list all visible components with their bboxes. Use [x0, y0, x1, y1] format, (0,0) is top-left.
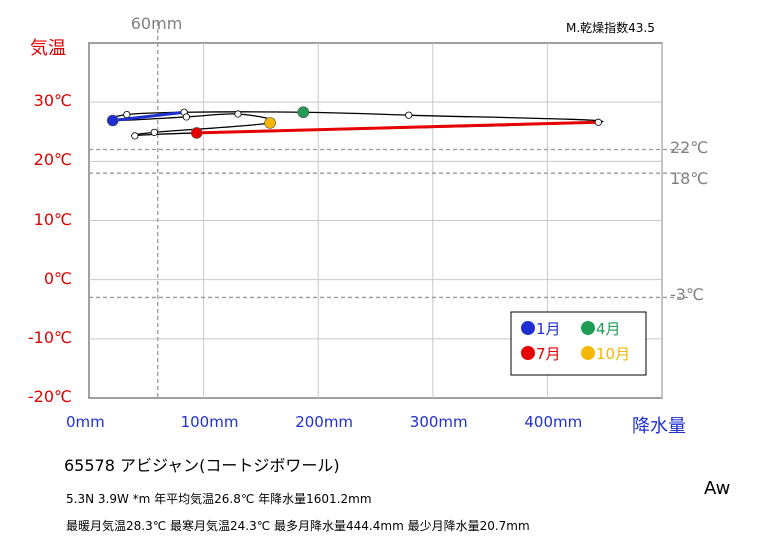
y-tick-label: 0℃	[43, 268, 72, 288]
month-point	[150, 128, 158, 136]
y-tick-label: 10℃	[33, 209, 72, 229]
ref-label-temp: 18℃	[670, 169, 709, 189]
y-tick-label: -10℃	[27, 327, 72, 347]
highlight-month-point	[106, 114, 119, 127]
legend-marker	[521, 346, 535, 360]
highlight-month-point	[297, 106, 310, 119]
ref-label-temp: 22℃	[670, 137, 709, 157]
x-tick-label: 0mm	[66, 413, 105, 431]
station-name: 65578 アビジャン(コートジボワール)	[64, 456, 340, 475]
highlight-segment	[196, 120, 599, 135]
legend-marker	[521, 321, 535, 335]
legend-label: 1月	[536, 320, 561, 338]
x-tick-label: 300mm	[409, 413, 468, 431]
highlight-segment	[112, 110, 185, 122]
y-axis-title: 気温	[30, 38, 66, 59]
dryness-index: M.乾燥指数43.5	[566, 21, 655, 35]
gridlines	[89, 43, 663, 398]
x-tick-label: 200mm	[295, 413, 354, 431]
legend	[510, 311, 647, 376]
series-paths	[108, 110, 604, 137]
month-point	[594, 118, 602, 126]
x-axis-title: 降水量	[632, 416, 686, 437]
x-tick-label: 100mm	[180, 413, 239, 431]
month-point	[405, 111, 413, 119]
legend-box	[510, 311, 647, 376]
y-tick-label: 20℃	[33, 150, 72, 170]
month-point	[131, 132, 139, 140]
month-point	[234, 110, 242, 118]
legend-marker	[581, 321, 595, 335]
month-points	[106, 106, 602, 140]
ref-label-precip: 60mm	[130, 14, 183, 33]
month-point	[123, 110, 131, 119]
station-info-line2: 最暖月気温28.3℃ 最寒月気温24.3℃ 最多月降水量444.4mm 最少月降…	[66, 519, 530, 533]
station-info-line1: 5.3N 3.9W *m 年平均気温26.8℃ 年降水量1601.2mm	[66, 492, 372, 506]
highlight-month-point	[190, 127, 203, 139]
y-tick-label: 30℃	[33, 91, 72, 111]
legend-label: 10月	[596, 345, 631, 363]
legend-marker	[581, 346, 595, 360]
legend-label: 4月	[596, 320, 621, 338]
legend-label: 7月	[536, 345, 561, 363]
x-tick-label: 400mm	[524, 413, 583, 431]
reference-lines	[89, 22, 690, 398]
ref-label-temp: -3℃	[670, 285, 704, 305]
month-point	[182, 113, 191, 121]
highlight-month-point	[264, 117, 276, 129]
y-tick-label: -20℃	[27, 387, 72, 406]
climate-code: Aw	[704, 478, 731, 499]
